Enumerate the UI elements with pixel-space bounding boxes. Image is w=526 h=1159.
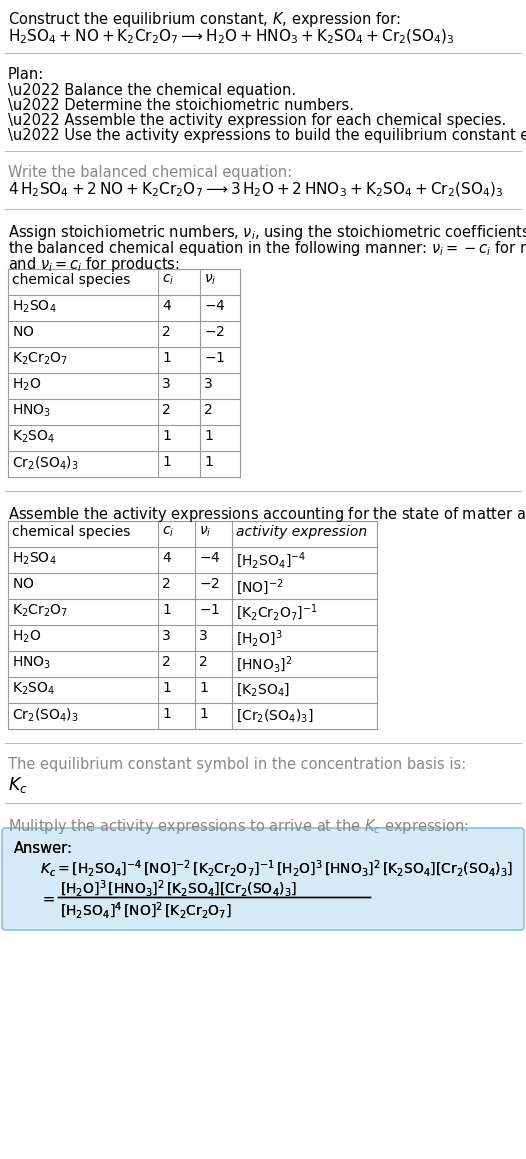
- Text: Assign stoichiometric numbers, $\nu_i$, using the stoichiometric coefficients, $: Assign stoichiometric numbers, $\nu_i$, …: [8, 223, 526, 242]
- Text: $\mathrm{H_2O}$: $\mathrm{H_2O}$: [12, 377, 41, 393]
- Text: 2: 2: [204, 403, 213, 417]
- Text: $\mathrm{HNO_3}$: $\mathrm{HNO_3}$: [12, 655, 51, 671]
- Text: 1: 1: [199, 681, 208, 695]
- Text: $\mathrm{K_2SO_4}$: $\mathrm{K_2SO_4}$: [12, 681, 55, 698]
- Text: $\mathrm{H_2SO_4}$: $\mathrm{H_2SO_4}$: [12, 299, 57, 315]
- Text: $[\mathrm{K_2SO_4}]$: $[\mathrm{K_2SO_4}]$: [236, 681, 290, 698]
- Text: 3: 3: [199, 629, 208, 643]
- Text: 4: 4: [162, 551, 171, 564]
- Text: $[\mathrm{H_2SO_4}]^{-4}$: $[\mathrm{H_2SO_4}]^{-4}$: [236, 551, 306, 571]
- Text: $K_c = [\mathrm{H_2SO_4}]^{-4}\,[\mathrm{NO}]^{-2}\,[\mathrm{K_2Cr_2O_7}]^{-1}\,: $K_c = [\mathrm{H_2SO_4}]^{-4}\,[\mathrm…: [40, 859, 513, 880]
- Text: 1: 1: [199, 707, 208, 721]
- Text: $[\mathrm{H_2O}]^{3}\,[\mathrm{HNO_3}]^{2}\,[\mathrm{K_2SO_4}][\mathrm{Cr_2(SO_4: $[\mathrm{H_2O}]^{3}\,[\mathrm{HNO_3}]^{…: [60, 879, 297, 899]
- Text: $[\mathrm{Cr_2(SO_4)_3}]$: $[\mathrm{Cr_2(SO_4)_3}]$: [236, 707, 314, 724]
- Text: $[\mathrm{H_2SO_4}]^{4}\,[\mathrm{NO}]^{2}\,[\mathrm{K_2Cr_2O_7}]$: $[\mathrm{H_2SO_4}]^{4}\,[\mathrm{NO}]^{…: [60, 901, 232, 921]
- Text: 2: 2: [162, 655, 171, 669]
- Text: 3: 3: [204, 377, 213, 391]
- Text: $=$: $=$: [40, 891, 55, 906]
- Text: 2: 2: [199, 655, 208, 669]
- Text: $\mathrm{4\,H_2SO_4 + 2\,NO + K_2Cr_2O_7 \longrightarrow 3\,H_2O + 2\,HNO_3 + K_: $\mathrm{4\,H_2SO_4 + 2\,NO + K_2Cr_2O_7…: [8, 181, 503, 199]
- Text: chemical species: chemical species: [12, 525, 130, 539]
- Text: chemical species: chemical species: [12, 274, 130, 287]
- Text: Construct the equilibrium constant, $K$, expression for:: Construct the equilibrium constant, $K$,…: [8, 10, 401, 29]
- Text: $[\mathrm{K_2Cr_2O_7}]^{-1}$: $[\mathrm{K_2Cr_2O_7}]^{-1}$: [236, 603, 318, 624]
- Text: 1: 1: [162, 455, 171, 469]
- Text: 3: 3: [162, 629, 171, 643]
- Text: $\mathrm{H_2SO_4 + NO + K_2Cr_2O_7 \longrightarrow H_2O + HNO_3 + K_2SO_4 + Cr_2: $\mathrm{H_2SO_4 + NO + K_2Cr_2O_7 \long…: [8, 28, 455, 46]
- Text: $\nu_i$: $\nu_i$: [199, 525, 211, 539]
- Text: Assemble the activity expressions accounting for the state of matter and $\nu_i$: Assemble the activity expressions accoun…: [8, 505, 526, 524]
- Text: $[\mathrm{HNO_3}]^{2}$: $[\mathrm{HNO_3}]^{2}$: [236, 655, 292, 676]
- Text: $c_i$: $c_i$: [162, 525, 174, 539]
- Text: 1: 1: [162, 707, 171, 721]
- Text: $-2$: $-2$: [204, 325, 225, 338]
- Text: $\mathrm{H_2SO_4}$: $\mathrm{H_2SO_4}$: [12, 551, 57, 568]
- Text: 1: 1: [162, 603, 171, 617]
- Text: 4: 4: [162, 299, 171, 313]
- Text: Answer:: Answer:: [14, 841, 73, 857]
- Text: $-4$: $-4$: [204, 299, 226, 313]
- Text: $[\mathrm{NO}]^{-2}$: $[\mathrm{NO}]^{-2}$: [236, 577, 284, 597]
- Text: $K_c = [\mathrm{H_2SO_4}]^{-4}\,[\mathrm{NO}]^{-2}\,[\mathrm{K_2Cr_2O_7}]^{-1}\,: $K_c = [\mathrm{H_2SO_4}]^{-4}\,[\mathrm…: [40, 859, 513, 880]
- Text: and $\nu_i = c_i$ for products:: and $\nu_i = c_i$ for products:: [8, 255, 180, 274]
- Text: $=$: $=$: [40, 891, 55, 906]
- Text: \u2022 Balance the chemical equation.: \u2022 Balance the chemical equation.: [8, 83, 296, 99]
- Text: Plan:: Plan:: [8, 67, 44, 82]
- Text: $-1$: $-1$: [204, 351, 225, 365]
- Text: 1: 1: [162, 429, 171, 443]
- Text: 1: 1: [204, 455, 213, 469]
- Text: the balanced chemical equation in the following manner: $\nu_i = -c_i$ for react: the balanced chemical equation in the fo…: [8, 239, 526, 258]
- Text: Write the balanced chemical equation:: Write the balanced chemical equation:: [8, 165, 292, 180]
- Text: $[\mathrm{H_2SO_4}]^{4}\,[\mathrm{NO}]^{2}\,[\mathrm{K_2Cr_2O_7}]$: $[\mathrm{H_2SO_4}]^{4}\,[\mathrm{NO}]^{…: [60, 901, 232, 921]
- Text: \u2022 Use the activity expressions to build the equilibrium constant expression: \u2022 Use the activity expressions to b…: [8, 127, 526, 143]
- Text: $\nu_i$: $\nu_i$: [204, 274, 216, 287]
- Text: 2: 2: [162, 403, 171, 417]
- Text: $\mathrm{K_2Cr_2O_7}$: $\mathrm{K_2Cr_2O_7}$: [12, 603, 68, 619]
- Text: $\mathrm{Cr_2(SO_4)_3}$: $\mathrm{Cr_2(SO_4)_3}$: [12, 707, 79, 724]
- Text: \u2022 Assemble the activity expression for each chemical species.: \u2022 Assemble the activity expression …: [8, 112, 506, 127]
- FancyBboxPatch shape: [2, 828, 524, 930]
- Text: $\mathrm{H_2O}$: $\mathrm{H_2O}$: [12, 629, 41, 646]
- Text: 1: 1: [162, 351, 171, 365]
- Text: Answer:: Answer:: [14, 841, 73, 857]
- Text: $[\mathrm{H_2O}]^{3}\,[\mathrm{HNO_3}]^{2}\,[\mathrm{K_2SO_4}][\mathrm{Cr_2(SO_4: $[\mathrm{H_2O}]^{3}\,[\mathrm{HNO_3}]^{…: [60, 879, 297, 899]
- Text: $-2$: $-2$: [199, 577, 220, 591]
- Text: $\mathrm{Cr_2(SO_4)_3}$: $\mathrm{Cr_2(SO_4)_3}$: [12, 455, 79, 473]
- Text: $\mathrm{NO}$: $\mathrm{NO}$: [12, 325, 35, 338]
- Text: $-4$: $-4$: [199, 551, 220, 564]
- Text: Mulitply the activity expressions to arrive at the $K_c$ expression:: Mulitply the activity expressions to arr…: [8, 817, 469, 836]
- Text: The equilibrium constant symbol in the concentration basis is:: The equilibrium constant symbol in the c…: [8, 757, 466, 772]
- Text: $c_i$: $c_i$: [162, 274, 174, 287]
- Text: $[\mathrm{H_2O}]^{3}$: $[\mathrm{H_2O}]^{3}$: [236, 629, 282, 649]
- Text: $\mathrm{NO}$: $\mathrm{NO}$: [12, 577, 35, 591]
- Text: 2: 2: [162, 325, 171, 338]
- Text: $\mathrm{K_2Cr_2O_7}$: $\mathrm{K_2Cr_2O_7}$: [12, 351, 68, 367]
- Text: $K_c$: $K_c$: [8, 775, 28, 795]
- Text: 1: 1: [162, 681, 171, 695]
- Text: $\mathrm{K_2SO_4}$: $\mathrm{K_2SO_4}$: [12, 429, 55, 445]
- Text: activity expression: activity expression: [236, 525, 367, 539]
- Text: 2: 2: [162, 577, 171, 591]
- Text: 1: 1: [204, 429, 213, 443]
- Text: $\mathrm{HNO_3}$: $\mathrm{HNO_3}$: [12, 403, 51, 420]
- Text: $-1$: $-1$: [199, 603, 220, 617]
- Text: 3: 3: [162, 377, 171, 391]
- Text: \u2022 Determine the stoichiometric numbers.: \u2022 Determine the stoichiometric numb…: [8, 99, 354, 112]
